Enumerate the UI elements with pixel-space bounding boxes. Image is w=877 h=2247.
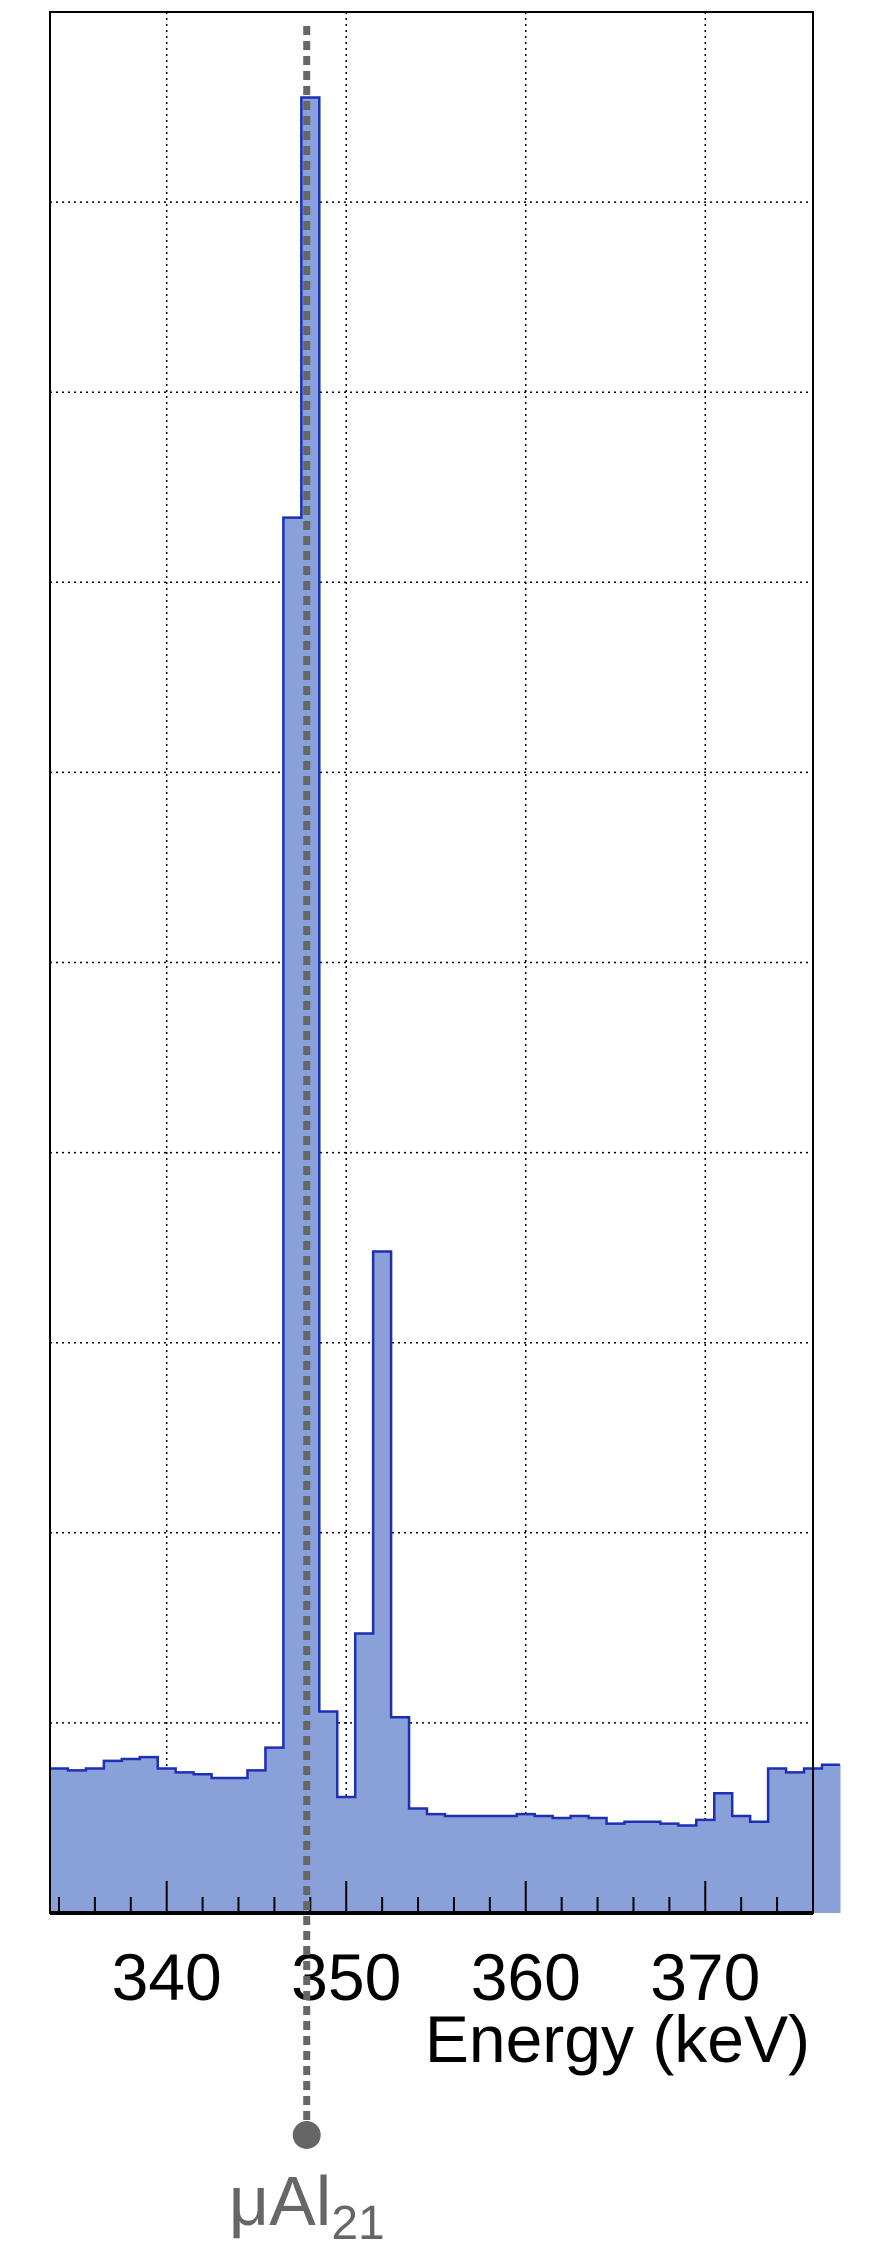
histogram-bars [50,97,841,1913]
histogram-bar [373,1251,392,1913]
grid-lines [50,12,813,1913]
x-axis-title: Energy (keV) [425,2002,810,2076]
x-tick-label: 360 [471,1940,581,2014]
histogram-bar [750,1821,769,1913]
marker-dot [292,2121,321,2149]
histogram-outline [50,96,840,1827]
histogram-bar [355,1633,374,1913]
histogram-bar [534,1816,554,1913]
histogram-bar [624,1821,644,1913]
histogram-bar [696,1819,715,1913]
histogram-bar [444,1816,464,1913]
x-tick-label: 340 [112,1940,222,2014]
histogram-bar [50,1768,69,1913]
histogram-bar [552,1817,572,1913]
histogram-bar [714,1793,733,1913]
histogram-bar [139,1757,159,1913]
histogram-bar [121,1759,141,1913]
histogram-bar [67,1770,87,1913]
x-tick-label: 370 [650,1940,760,2014]
histogram-bar [337,1797,356,1913]
histogram-bar [247,1770,267,1913]
histogram-bar [570,1816,590,1913]
histogram-bar [85,1768,105,1913]
histogram-bar [427,1814,446,1913]
histogram-bar [409,1808,428,1913]
histogram-bar [480,1816,500,1913]
histogram-bar [175,1772,195,1913]
histogram-bar [786,1772,805,1913]
marker-label-main: μAl [229,2162,332,2240]
histogram-bar [660,1823,679,1913]
x-axis-ticks [57,1881,814,1913]
histogram-bar [211,1778,231,1913]
histogram-bar [462,1816,482,1913]
histogram-bar [588,1817,608,1913]
histogram-bar [265,1747,284,1913]
histogram-bar [732,1816,751,1913]
histogram-bar [642,1821,661,1913]
marker-label-subscript: 21 [331,2197,384,2247]
histogram-bar [516,1814,536,1913]
histogram-bar [768,1768,787,1913]
histogram-bar [319,1711,338,1913]
histogram-bar [283,517,302,1913]
histogram-bar [606,1823,626,1913]
histogram-bar [821,1764,841,1913]
histogram-bar [229,1778,249,1913]
histogram-bar [103,1760,123,1913]
marker-label: μAl21 [229,2162,385,2247]
histogram-bar [193,1774,213,1913]
histogram-bar [157,1768,177,1913]
histogram-bar [498,1816,518,1913]
histogram-bar [391,1717,410,1913]
histogram-bar [678,1825,697,1913]
